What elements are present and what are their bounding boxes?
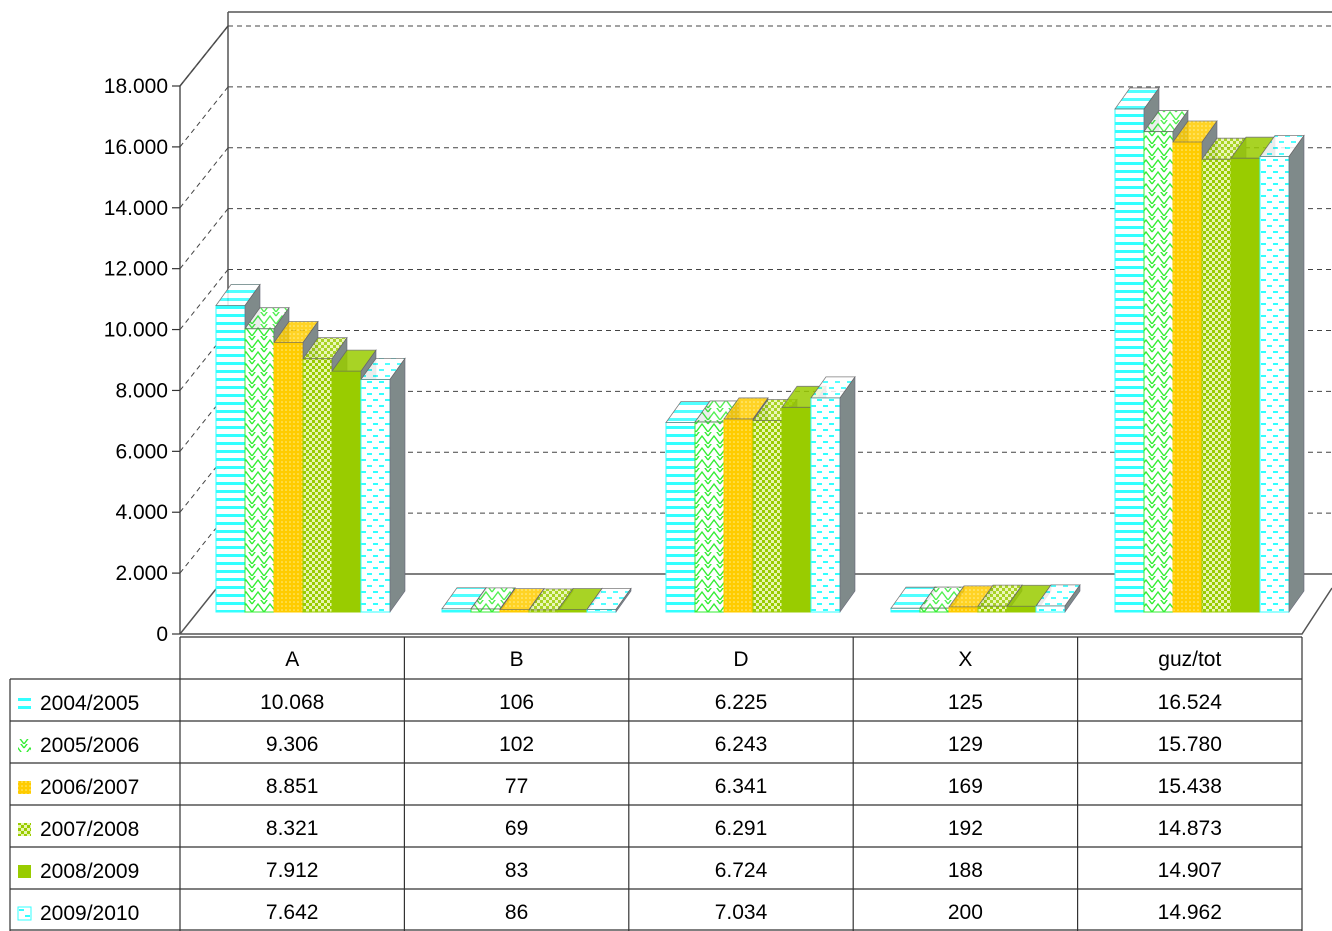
table-cell: 129 [948,733,983,756]
category-label: D [733,648,748,671]
table-cell: 7.034 [715,901,768,924]
y-tick-label: 8.000 [115,379,168,402]
table-cell: 86 [505,901,528,924]
category-label: X [958,648,972,671]
y-tick-label: 14.000 [104,197,168,220]
table-cell: 83 [505,859,528,882]
series-name: 2007/2008 [40,818,139,841]
legend-key [17,906,32,921]
y-tick-label: 6.000 [115,440,168,463]
table-cell: 200 [948,901,983,924]
table-cell: 106 [499,691,534,714]
table-cell: 14.873 [1158,817,1222,840]
series-name: 2009/2010 [40,902,139,925]
table-cell: 7.912 [266,859,319,882]
table-cell: 6.291 [715,817,768,840]
table-cell: 125 [948,691,983,714]
table-cell: 7.642 [266,901,319,924]
legend-key [18,739,31,752]
legend-key [18,823,31,836]
table-cell: 15.780 [1158,733,1222,756]
bar-D-2009/2010 [810,375,856,613]
table-cell: 14.907 [1158,859,1222,882]
y-tick-label: 2.000 [115,562,168,585]
table-cell: 16.524 [1158,691,1223,714]
series-name: 2004/2005 [40,692,139,715]
table-cell: 6.341 [715,775,768,798]
table-cell: 6.724 [715,859,768,882]
y-axis: 0 2.000 4.000 6.000 8.000 10.000 12.000 14.000 1… [104,75,180,646]
table-cell: 15.438 [1158,775,1222,798]
y-tick-label: 10.000 [104,319,168,342]
bar-X-2009/2010 [1035,583,1081,613]
legend-key [18,781,31,794]
table-cell: 188 [948,859,983,882]
table-cell: 14.962 [1158,901,1222,924]
bar-B-2009/2010 [586,587,632,613]
y-tick-label: 16.000 [104,136,168,159]
table-cell: 6.225 [715,691,768,714]
table-cell: 10.068 [260,691,324,714]
y-tick-label: 12.000 [104,258,168,281]
legend-key [18,697,31,710]
y-tick-label: 0 [156,623,168,646]
bars [215,86,1305,613]
y-tick-label: 4.000 [115,501,168,524]
legend-key [18,865,31,878]
series-name: 2006/2007 [40,776,139,799]
table-cell: 102 [499,733,534,756]
table-cell: 9.306 [266,733,319,756]
table-cell: 8.851 [266,775,319,798]
y-tick-label: 18.000 [104,75,168,98]
table-cell: 69 [505,817,528,840]
bar-A-2009/2010 [360,357,406,613]
series-name: 2005/2006 [40,734,139,757]
category-label: A [285,648,299,671]
series-name: 2008/2009 [40,860,139,883]
table-cell: 77 [505,775,528,798]
table-cell: 8.321 [266,817,319,840]
category-label: B [510,648,524,671]
bar-guz/tot-2009/2010 [1259,134,1305,613]
category-label: guz/tot [1158,648,1221,671]
table-cell: 6.243 [715,733,768,756]
table-cell: 192 [948,817,983,840]
table-cell: 169 [948,775,983,798]
